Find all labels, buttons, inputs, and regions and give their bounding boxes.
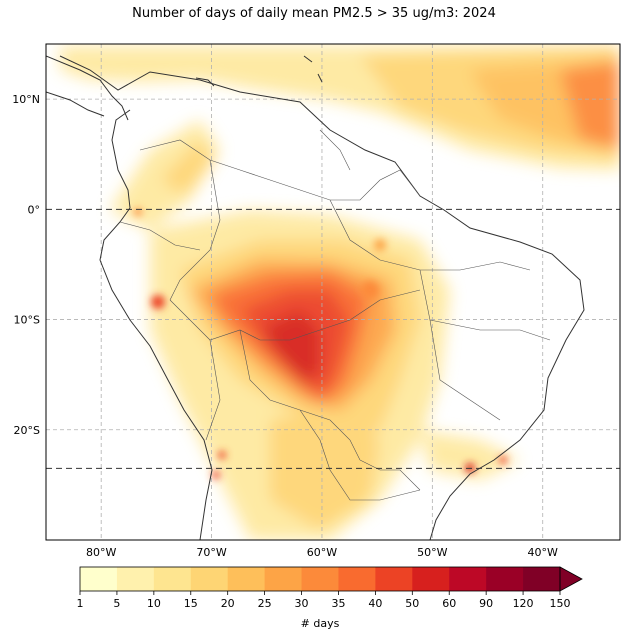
- colorbar-bin: [80, 567, 118, 591]
- lon-tick-label: 60°W: [307, 546, 337, 559]
- colorbar-tick-label: 35: [331, 597, 345, 610]
- colorbar-bin: [190, 567, 229, 591]
- colorbar-bin: [412, 567, 450, 591]
- colorbar-tick-label: 15: [184, 597, 198, 610]
- lon-tick-label: 70°W: [196, 546, 226, 559]
- colorbar-tick-label: 5: [113, 597, 120, 610]
- colorbar-tick-label: 10: [147, 597, 161, 610]
- colorbar-tick-label: 25: [258, 597, 272, 610]
- latitude-gridlines: [46, 98, 620, 431]
- colorbar-label: # days: [300, 617, 340, 630]
- colorbar-bin: [486, 567, 524, 591]
- colorbar-bin: [153, 567, 192, 591]
- colorbar-tick-label: 60: [442, 597, 456, 610]
- colorbar-tick-label: 50: [405, 597, 419, 610]
- pm25-map: 80°W 70°W 60°W 50°W 40°W 10°N 0° 10°S 20°S: [12, 43, 621, 559]
- coastlines: [46, 55, 585, 540]
- latitude-tick-labels: 10°N 0° 10°S 20°S: [12, 93, 40, 437]
- colorbar-bin: [301, 567, 339, 591]
- colorbar-extend-arrow: [559, 566, 583, 592]
- colorbar-tick-label: 20: [221, 597, 235, 610]
- colorbar-bin: [116, 567, 155, 591]
- colorbar-tick-label: 90: [479, 597, 493, 610]
- lon-tick-label: 50°W: [417, 546, 447, 559]
- colorbar-tick-label: 1: [77, 597, 84, 610]
- colorbar-bin: [338, 567, 376, 591]
- lon-tick-label: 40°W: [528, 546, 558, 559]
- colorbar-tick-label: 40: [368, 597, 382, 610]
- lat-tick-label: 20°S: [14, 424, 40, 437]
- colorbar-bin: [264, 567, 303, 591]
- lat-tick-label: 0°: [28, 203, 41, 216]
- lon-tick-label: 80°W: [86, 546, 116, 559]
- colorbar-tick-label: 150: [550, 597, 571, 610]
- lat-tick-label: 10°S: [14, 314, 40, 327]
- colorbar-bin: [523, 567, 561, 591]
- colorbar-tick-label: 120: [513, 597, 534, 610]
- longitude-tick-labels: 80°W 70°W 60°W 50°W 40°W: [86, 546, 558, 559]
- colorbar-tick-label: 30: [295, 597, 309, 610]
- map-title: Number of days of daily mean PM2.5 > 35 …: [132, 6, 496, 21]
- reference-latitude-lines: [46, 208, 620, 469]
- map-frame: [45, 43, 621, 541]
- longitude-gridlines: [100, 44, 544, 540]
- colorbar-bin: [449, 567, 487, 591]
- colorbar-bin: [375, 567, 413, 591]
- colorbar-bin: [227, 567, 266, 591]
- pm25-field: [60, 46, 620, 540]
- country-borders: [119, 129, 551, 501]
- lat-tick-label: 10°N: [12, 93, 40, 106]
- colorbar-frame: [79, 566, 561, 592]
